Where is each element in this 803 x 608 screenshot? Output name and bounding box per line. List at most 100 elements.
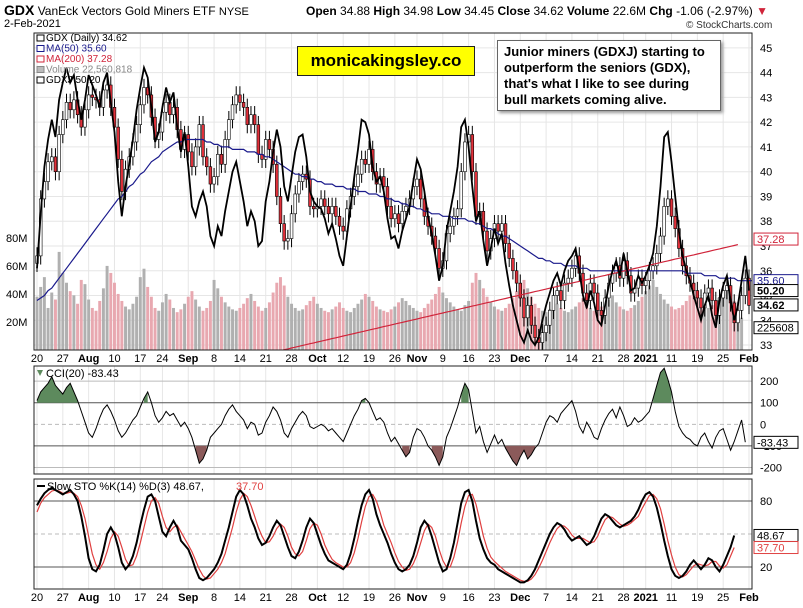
chg-value: -1.06 (-2.97%)	[676, 4, 753, 18]
x-tick-label-bottom: 11	[666, 592, 677, 604]
candle	[570, 267, 574, 279]
volume-bar	[135, 296, 139, 350]
x-tick-label-bottom: 24	[156, 592, 168, 604]
volume-bar	[227, 306, 231, 350]
candle	[544, 324, 548, 333]
volume-bar	[57, 251, 61, 350]
volume-bar	[459, 310, 463, 350]
x-tick-label-bottom: 9	[440, 592, 446, 604]
candle	[289, 213, 294, 239]
volume-bar	[725, 286, 729, 350]
candle	[415, 178, 419, 187]
volume-bar	[160, 302, 164, 350]
volume-bar	[433, 293, 437, 350]
volume-bar	[614, 302, 618, 350]
volume-bar	[445, 298, 448, 350]
volume-bar	[489, 302, 493, 350]
ma200-line	[280, 244, 739, 350]
candle	[363, 159, 368, 165]
volume-bar	[566, 312, 570, 350]
candle	[647, 270, 652, 281]
x-tick-label-bottom: 25	[717, 592, 729, 604]
volume-bar	[46, 307, 50, 350]
volume-bar	[504, 307, 507, 350]
volume-bar	[382, 310, 386, 350]
volume-bar	[360, 299, 364, 350]
sto-marker-label: 48.67	[757, 530, 785, 542]
volume-bar	[149, 296, 153, 350]
candle	[297, 181, 301, 195]
volume-bar	[367, 296, 371, 350]
candle	[61, 119, 65, 135]
candle	[481, 211, 486, 232]
candle	[695, 290, 700, 299]
volume-bar	[205, 307, 209, 350]
candle	[448, 225, 452, 234]
x-tick-label: 21	[592, 353, 604, 365]
candle	[264, 139, 268, 160]
volume-bar	[695, 296, 699, 350]
volume-bar	[625, 310, 629, 350]
volume-bar	[249, 293, 253, 350]
volume-bars	[35, 251, 744, 350]
candle	[227, 119, 231, 140]
candle	[592, 282, 596, 294]
candle	[382, 176, 386, 187]
candle	[90, 94, 95, 98]
x-tick-label: Sep	[178, 353, 198, 365]
volume-bar	[131, 303, 135, 350]
volume-bar	[208, 300, 212, 350]
x-tick-label: 19	[363, 353, 375, 365]
volume-bar	[496, 309, 500, 350]
volume-bar	[485, 296, 489, 350]
x-tick-label: Aug	[78, 353, 99, 365]
volume-bar	[68, 291, 72, 350]
volume-bar	[603, 303, 607, 350]
volume-bar	[622, 309, 626, 350]
x-tick-label-bottom: Feb	[739, 592, 759, 604]
x-tick-label: 2021	[633, 353, 657, 365]
candle	[57, 134, 61, 172]
x-tick-label-bottom: 14	[234, 592, 246, 604]
price-marker-label: 50.20	[757, 286, 785, 298]
x-tick-label-bottom: Oct	[308, 592, 327, 604]
candle	[212, 176, 216, 185]
candle	[548, 310, 552, 326]
candle	[337, 215, 342, 227]
volume-bar	[559, 307, 563, 350]
volume-bar	[655, 286, 659, 350]
chart-date: 2-Feb-2021	[4, 18, 61, 30]
volume-bar	[607, 299, 611, 350]
candle	[241, 102, 246, 108]
candle	[356, 173, 360, 187]
volume-bar	[592, 310, 596, 350]
candle	[204, 156, 209, 168]
candle	[208, 166, 213, 185]
volume-bar	[39, 286, 43, 350]
volume-bar	[511, 298, 515, 350]
candle	[138, 104, 142, 125]
volume-y-tick: 60M	[6, 261, 27, 273]
cci-legend: CCI(20) -83.43	[46, 368, 119, 380]
volume-bar	[492, 306, 496, 350]
x-tick-label-bottom: 12	[337, 592, 349, 604]
volume-bar	[710, 305, 714, 350]
cci-overbought-area	[461, 383, 469, 403]
candle	[53, 156, 58, 172]
sto-k-line	[36, 486, 736, 584]
candle	[267, 139, 272, 150]
candle	[511, 258, 515, 272]
candle	[293, 193, 297, 215]
x-tick-label-bottom: 19	[363, 592, 375, 604]
volume-bar	[301, 309, 305, 350]
price-y-tick: 43	[760, 92, 772, 104]
close-value: 34.62	[533, 4, 564, 18]
candle	[525, 305, 530, 319]
candle	[673, 215, 677, 229]
volume-bar	[79, 279, 83, 350]
volume-bar	[411, 307, 415, 350]
volume-bar	[194, 299, 198, 350]
volume-bar	[629, 307, 633, 350]
volume-bar	[334, 306, 338, 350]
cci-y-tick: -200	[760, 463, 782, 475]
